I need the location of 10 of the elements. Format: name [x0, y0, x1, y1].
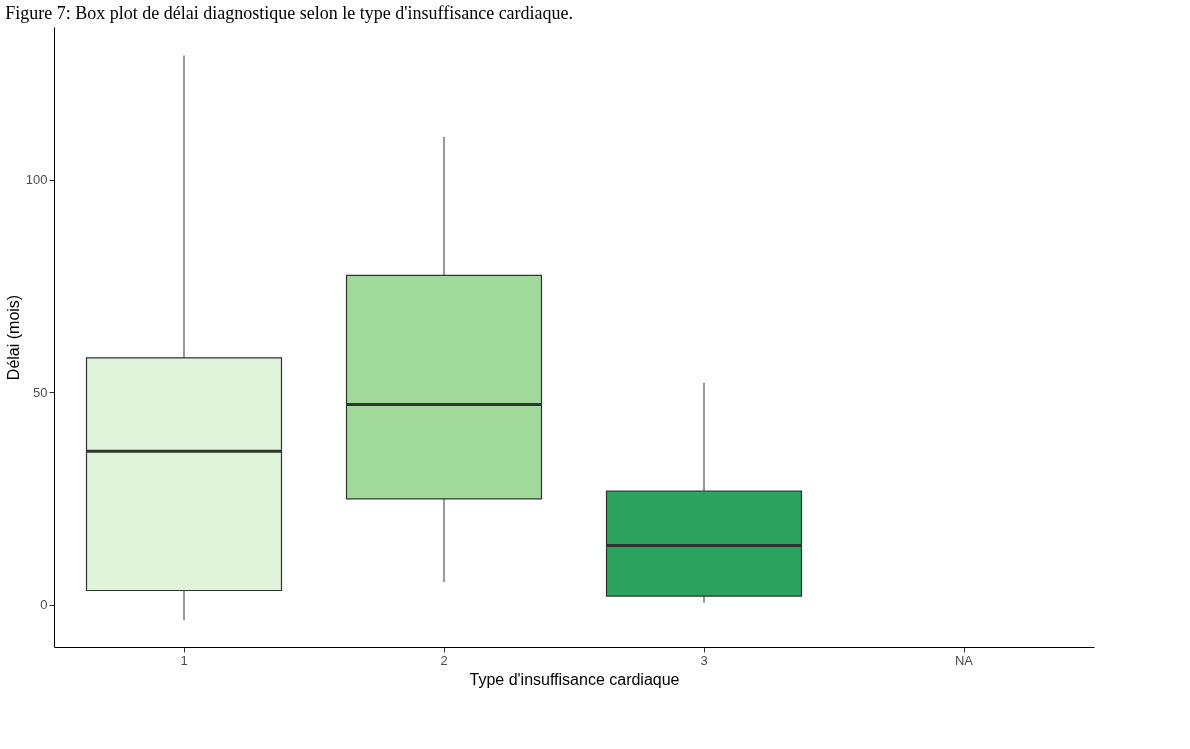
- y-tick-label: 100: [25, 172, 48, 188]
- x-tick-label: 2: [440, 652, 448, 668]
- x-tick-label: 1: [180, 652, 188, 668]
- y-tick-label: 50: [33, 384, 48, 400]
- x-tick-label: 3: [700, 652, 708, 668]
- x-axis-title: Type d'insuffisance cardiaque: [469, 670, 680, 688]
- y-tick-label: 0: [40, 597, 48, 613]
- chart-title: Figure 7: Box plot de délai diagnostique selon le type d'insuffisance cardiaque.: [5, 3, 574, 23]
- y-axis-title: Délai (mois): [4, 294, 22, 381]
- x-tick-label: NA: [954, 652, 974, 668]
